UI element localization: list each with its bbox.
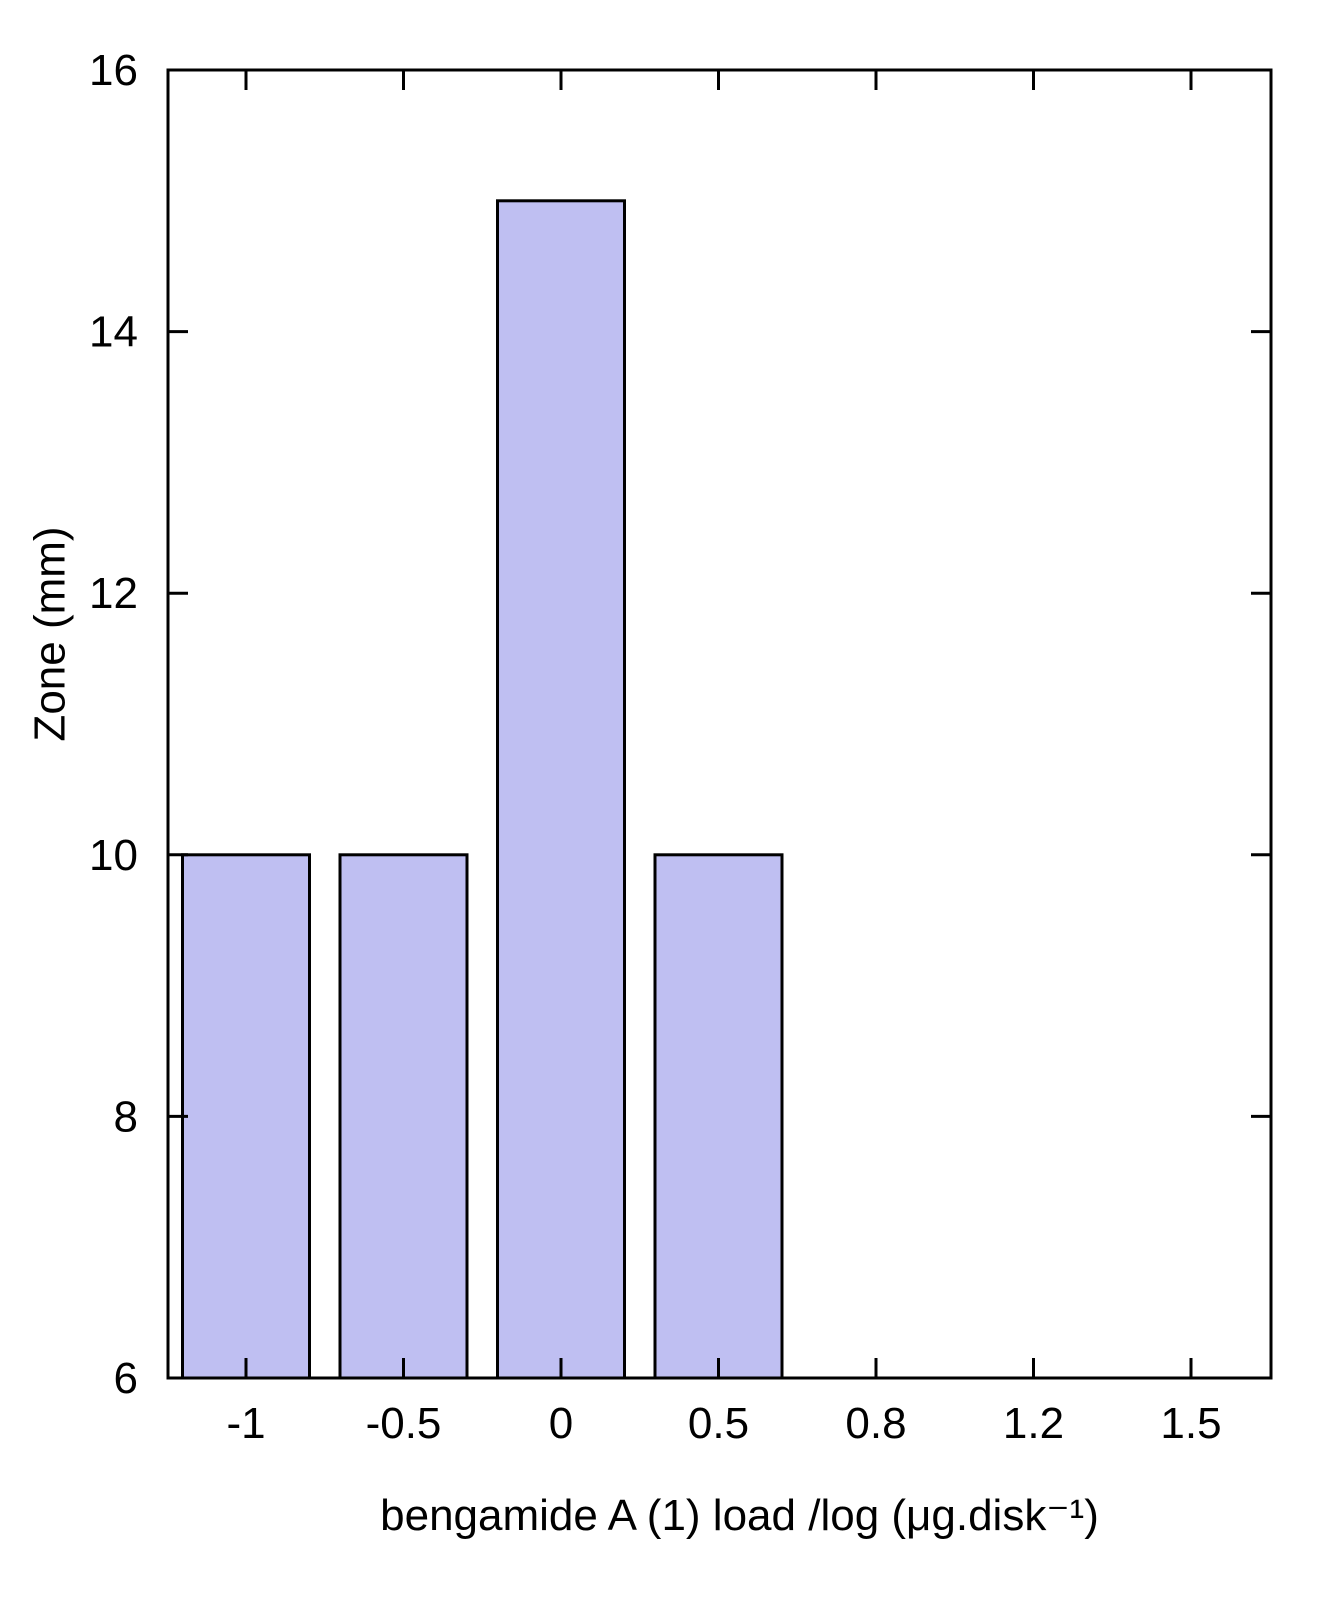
y-tick-label-12: 12 (89, 569, 138, 618)
y-tick-label-10: 10 (89, 831, 138, 880)
x-tick-label-0.5: 0.5 (688, 1399, 749, 1448)
y-tick-label-6: 6 (114, 1354, 138, 1403)
y-tick-label-8: 8 (114, 1092, 138, 1141)
bar--1 (181, 853, 311, 1380)
plot-frame (166, 68, 1273, 1380)
x-tick-label-0: 0 (549, 1399, 573, 1448)
x-tick-label--0.5: -0.5 (366, 1399, 442, 1448)
x-tick-label--1: -1 (226, 1399, 265, 1448)
y-tick-label-16: 16 (89, 46, 138, 95)
tick-labels: -1 -0.5 0 0.5 0.8 1.2 1.5 6 8 10 12 14 16 (89, 46, 1222, 1448)
bars (181, 199, 784, 1380)
bar--0.5 (338, 853, 469, 1380)
bar-0 (496, 199, 626, 1380)
bar-0.5 (653, 853, 784, 1380)
x-tick-label-1.5: 1.5 (1160, 1399, 1221, 1448)
y-axis-title: Zone (mm) (26, 526, 75, 741)
x-tick-label-1.2: 1.2 (1003, 1399, 1064, 1448)
y-tick-label-14: 14 (89, 308, 138, 357)
x-axis-title: bengamide A (1) load /log (μg.disk⁻¹) (380, 1491, 1099, 1540)
x-tick-label-0.8: 0.8 (845, 1399, 906, 1448)
